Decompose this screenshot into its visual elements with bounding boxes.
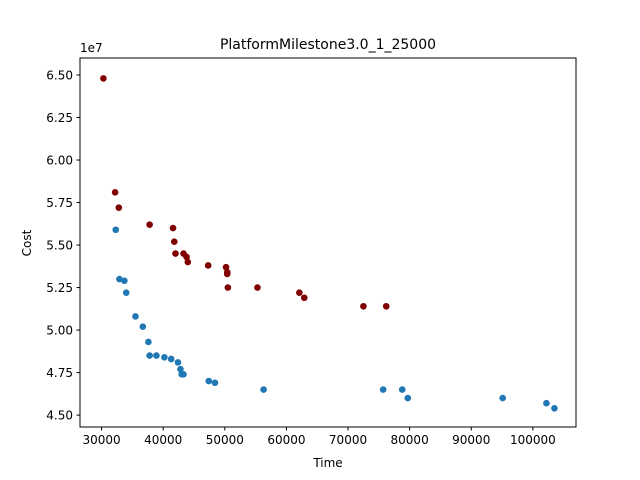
y-tick-label: 4.50 bbox=[46, 409, 73, 423]
x-tick-label: 80000 bbox=[391, 433, 429, 447]
y-tick-label: 5.75 bbox=[46, 196, 73, 210]
y-tick-label: 4.75 bbox=[46, 366, 73, 380]
y-tick-label: 5.00 bbox=[46, 324, 73, 338]
data-point bbox=[404, 394, 412, 402]
plot-frame bbox=[79, 57, 577, 428]
y-tick-label: 5.50 bbox=[46, 239, 73, 253]
data-point bbox=[296, 289, 303, 296]
data-point bbox=[300, 294, 308, 302]
x-tick-label: 50000 bbox=[206, 433, 244, 447]
data-point bbox=[260, 386, 267, 393]
y-tick-label: 6.25 bbox=[46, 111, 73, 125]
plot-area bbox=[80, 58, 576, 427]
data-point bbox=[100, 75, 107, 82]
x-tick-label: 30000 bbox=[82, 433, 120, 447]
ticks-layer: 30000 40000 50000 60000 70000 80000 90000 10000… bbox=[46, 69, 555, 447]
data-point bbox=[161, 353, 168, 361]
data-point bbox=[360, 302, 367, 310]
data-point bbox=[499, 394, 506, 402]
data-point bbox=[379, 386, 387, 393]
x-tick-label: 70000 bbox=[329, 433, 367, 447]
x-tick-label: 40000 bbox=[144, 433, 182, 447]
data-point bbox=[183, 253, 190, 261]
data-point bbox=[167, 355, 175, 363]
y-tick-label: 5.25 bbox=[46, 281, 73, 295]
data-point bbox=[184, 258, 192, 266]
data-point bbox=[111, 189, 119, 196]
series-1-points bbox=[100, 75, 390, 310]
data-point bbox=[153, 352, 160, 359]
data-point bbox=[211, 379, 219, 387]
y-tick-label: 6.50 bbox=[46, 69, 73, 83]
data-point bbox=[122, 289, 130, 296]
data-point bbox=[254, 284, 261, 291]
data-point bbox=[174, 359, 182, 366]
data-point bbox=[382, 302, 390, 310]
data-point bbox=[204, 262, 212, 269]
x-axis-title: Time bbox=[312, 456, 342, 470]
x-tick-label: 100000 bbox=[510, 433, 556, 447]
y-axis-title: Cost bbox=[20, 229, 34, 256]
data-point bbox=[115, 204, 123, 211]
data-point bbox=[223, 270, 231, 278]
data-point bbox=[205, 377, 213, 385]
points-layer bbox=[100, 75, 558, 412]
data-point bbox=[145, 338, 152, 346]
data-point bbox=[551, 404, 558, 412]
x-tick-label: 90000 bbox=[452, 433, 490, 447]
data-point bbox=[146, 221, 153, 228]
x-tick-label: 60000 bbox=[267, 433, 305, 447]
y-tick-label: 6.00 bbox=[46, 154, 73, 168]
data-point bbox=[132, 313, 139, 320]
data-point bbox=[172, 250, 179, 257]
data-point bbox=[398, 386, 406, 393]
data-point bbox=[543, 399, 550, 407]
data-point bbox=[112, 226, 120, 234]
data-point bbox=[224, 284, 232, 291]
chart-title: PlatformMilestone3.0_1_25000 bbox=[220, 37, 436, 53]
series-0-points bbox=[112, 226, 558, 412]
data-point bbox=[146, 352, 153, 359]
data-point bbox=[121, 277, 128, 285]
data-point bbox=[177, 365, 184, 373]
data-point bbox=[222, 263, 230, 271]
y-axis-offset-label: 1e7 bbox=[80, 41, 103, 55]
data-point bbox=[170, 238, 178, 245]
data-point bbox=[180, 370, 187, 378]
data-point bbox=[169, 224, 177, 232]
data-point bbox=[139, 323, 147, 330]
